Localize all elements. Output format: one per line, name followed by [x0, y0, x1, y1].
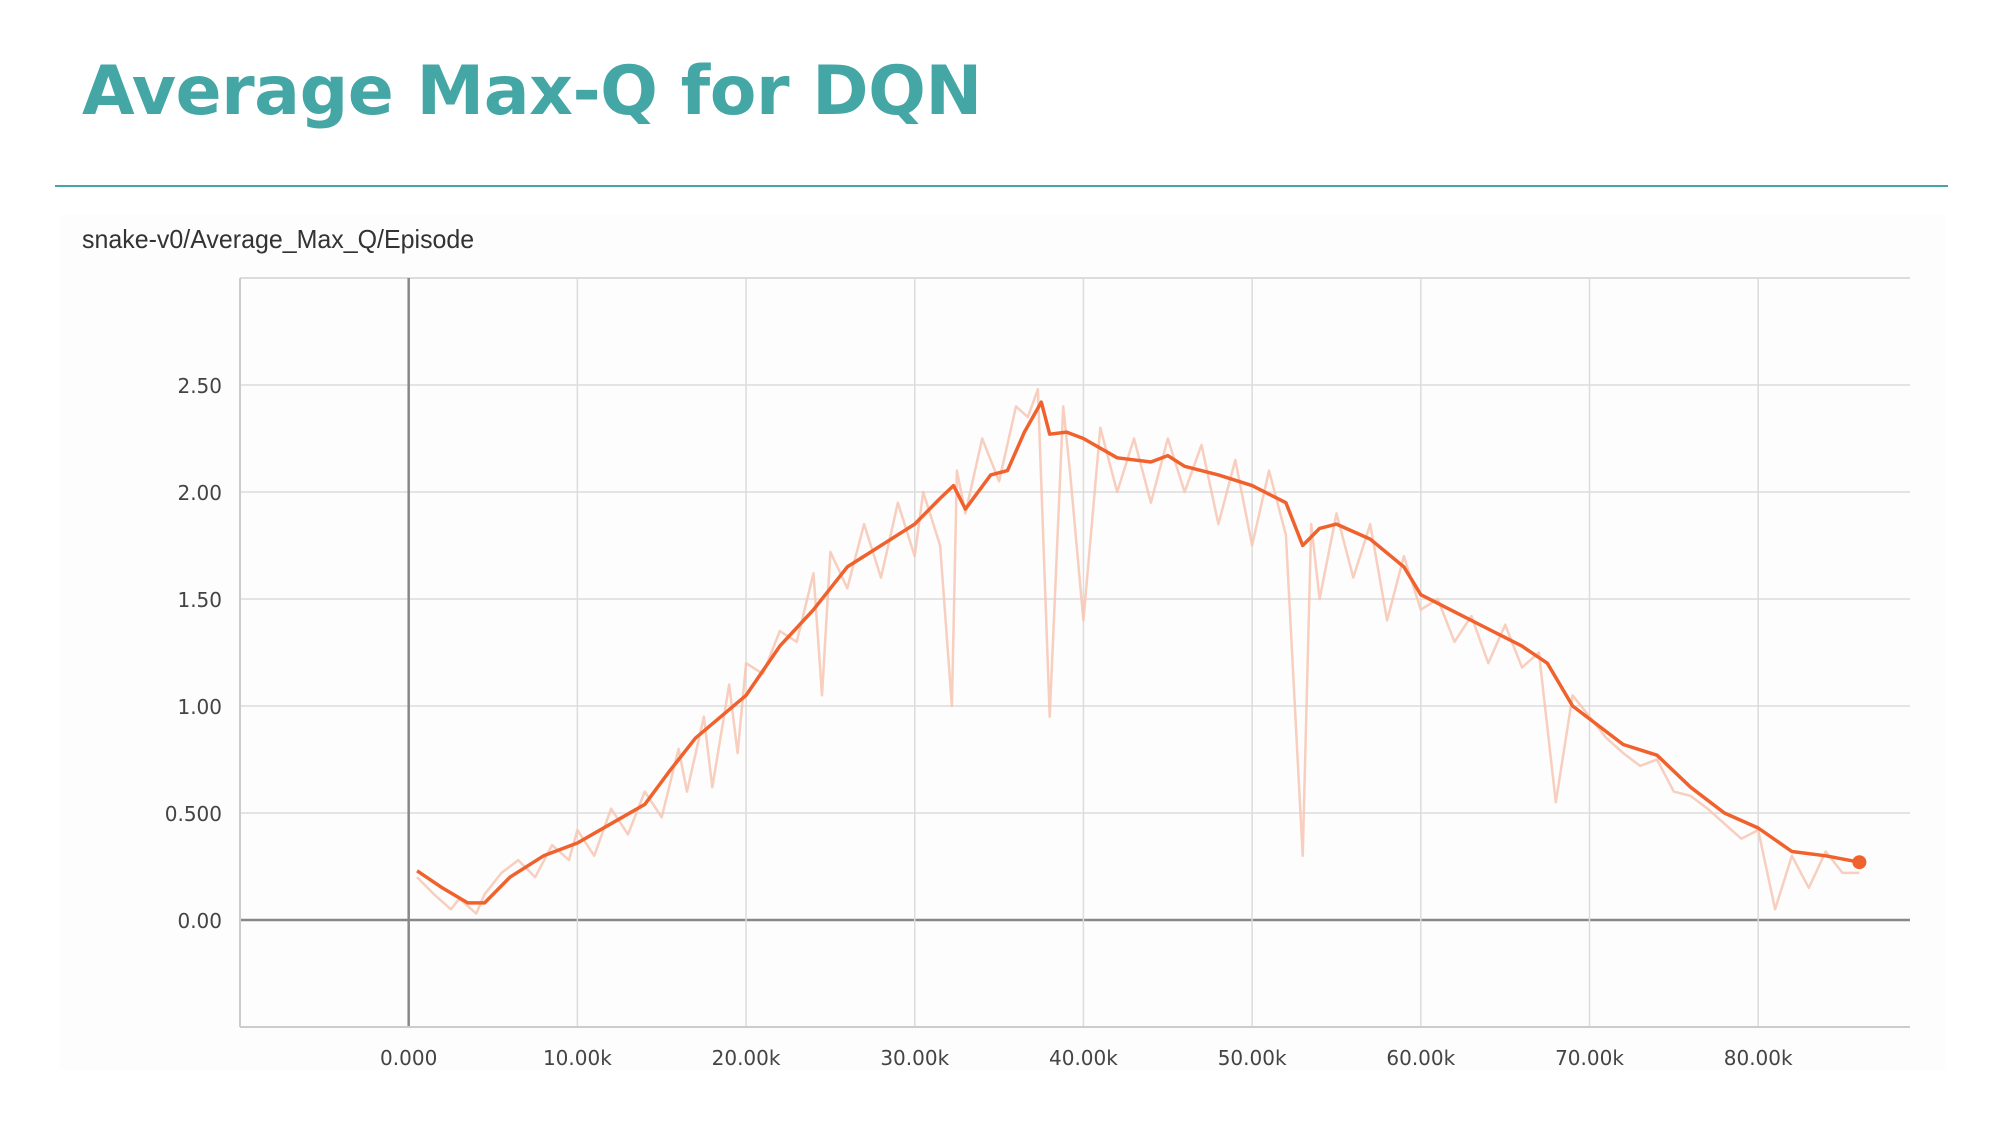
tick-labels: 0.00 0.500 1.00 1.50 2.00 2.50 0.000 10.00k 20.0…	[165, 374, 1793, 1070]
grid-lines	[240, 277, 1910, 1027]
y-tick-label: 2.50	[177, 374, 222, 398]
x-tick-label: 10.00k	[543, 1046, 612, 1070]
raw-series	[416, 388, 1860, 915]
axes	[239, 278, 1910, 1028]
title-divider	[55, 185, 1948, 187]
series-end-marker	[1852, 855, 1867, 870]
y-tick-label: 1.00	[177, 695, 222, 719]
y-tick-label: 0.500	[165, 802, 222, 826]
slide-title: Average Max-Q for DQN	[82, 52, 982, 131]
y-tick-label: 2.00	[177, 481, 222, 505]
x-tick-label: 70.00k	[1555, 1046, 1624, 1070]
y-tick-label: 1.50	[177, 588, 222, 612]
x-tick-label: 20.00k	[712, 1046, 781, 1070]
raw-series-line	[416, 388, 1860, 915]
y-tick-label: 0.00	[177, 909, 222, 933]
x-tick-label: 60.00k	[1386, 1046, 1455, 1070]
chart-title: snake-v0/Average_Max_Q/Episode	[82, 224, 475, 254]
smoothed-series	[416, 400, 1867, 905]
x-tick-label: 80.00k	[1724, 1046, 1793, 1070]
x-tick-label: 40.00k	[1049, 1046, 1118, 1070]
x-tick-label: 0.000	[380, 1046, 437, 1070]
x-tick-label: 30.00k	[880, 1046, 949, 1070]
x-tick-label: 50.00k	[1218, 1046, 1287, 1070]
smoothed-series-line	[416, 400, 1860, 905]
chart-panel	[60, 215, 1945, 1070]
